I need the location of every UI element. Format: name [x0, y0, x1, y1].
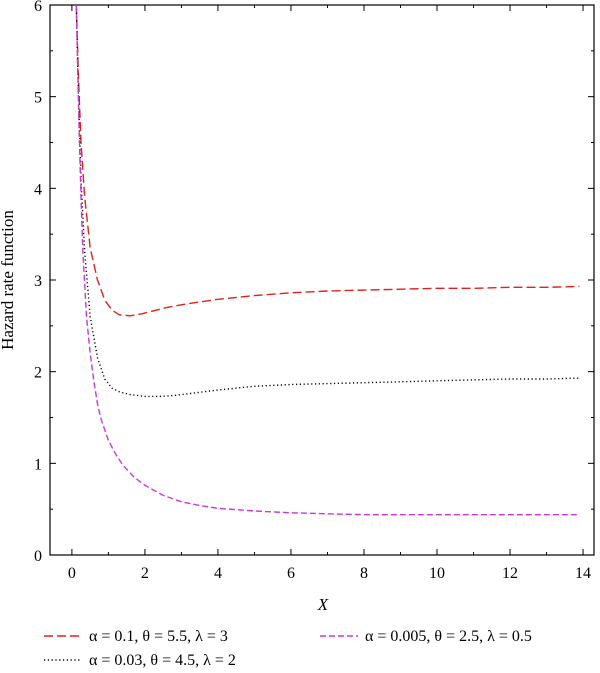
- series-line-1: [75, 4, 580, 317]
- y-tick-label: 6: [34, 0, 42, 15]
- legend-label-3: α = 0.005, θ = 2.5, λ = 0.5: [365, 628, 532, 645]
- x-tick-label: 4: [214, 565, 222, 582]
- x-axis-label: X: [317, 595, 329, 614]
- y-tick-label: 0: [34, 548, 42, 565]
- x-tick-label: 8: [360, 565, 368, 582]
- ticks: [50, 4, 594, 556]
- y-tick-label: 5: [34, 90, 42, 107]
- x-tick-label: 10: [429, 565, 445, 582]
- legend: α = 0.1, θ = 5.5, λ = 3 α = 0.03, θ = 4.5…: [44, 628, 532, 669]
- x-tick-label: 6: [287, 565, 295, 582]
- y-tick-label: 1: [34, 456, 42, 473]
- x-tick-label: 2: [141, 565, 149, 582]
- legend-label-2: α = 0.03, θ = 4.5, λ = 2: [89, 652, 236, 669]
- y-tick-label: 3: [34, 273, 42, 290]
- curves: [75, 4, 580, 516]
- y-axis-label: Hazard rate function: [0, 210, 17, 350]
- plot-frame: [49, 4, 595, 556]
- series-line-2: [75, 4, 580, 398]
- y-tick-label: 2: [34, 365, 42, 382]
- x-tick-label: 14: [575, 565, 591, 582]
- x-tick-label: 0: [68, 565, 76, 582]
- y-tick-label: 4: [34, 181, 42, 198]
- x-tick-label: 12: [502, 565, 518, 582]
- series-line-3: [75, 4, 580, 516]
- legend-label-1: α = 0.1, θ = 5.5, λ = 3: [89, 628, 228, 645]
